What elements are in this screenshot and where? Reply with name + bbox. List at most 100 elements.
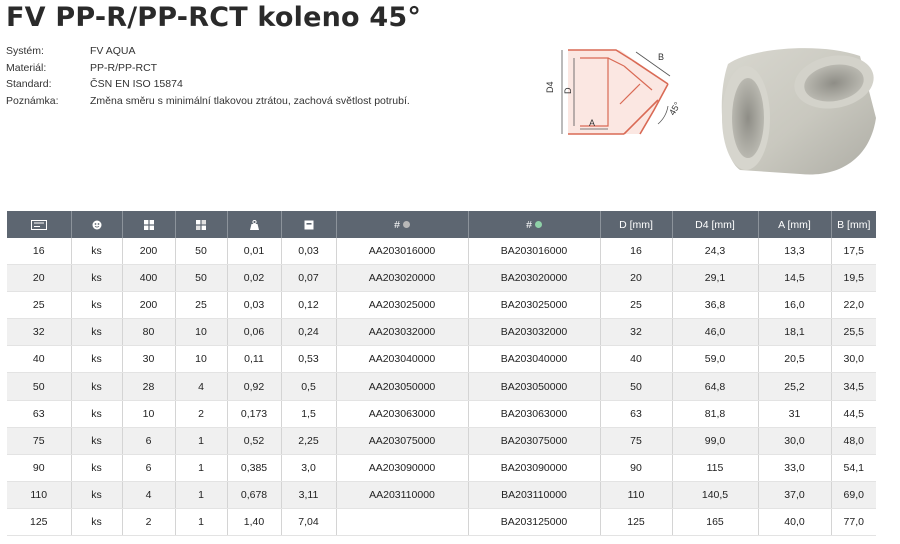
cell-code-grey: AA203020000	[336, 264, 469, 293]
spec-value: ČSN EN ISO 15874	[90, 78, 183, 90]
cell-package-qty: 30	[122, 345, 176, 374]
cell-dimension: 20	[7, 264, 72, 293]
cell-unit: ks	[71, 508, 123, 537]
header-weight	[227, 211, 282, 238]
spec-row-material: Materiál: PP-R/PP-RCT	[6, 60, 410, 77]
carton-icon	[196, 219, 206, 230]
cell-d-mm: 16	[600, 238, 673, 266]
header-b: B [mm]	[831, 211, 876, 238]
cell-package-qty: 28	[122, 372, 176, 401]
cell-code-green: BA203110000	[468, 481, 601, 509]
header-d4: D4 [mm]	[672, 211, 759, 238]
label-angle: 45°	[667, 100, 683, 117]
cell-d-mm: 20	[600, 264, 673, 293]
cell-carton-qty: 2	[175, 400, 228, 428]
b-dimension-line	[635, 51, 671, 77]
cell-code-green: BA203020000	[468, 264, 601, 293]
cell-dimension: 90	[7, 454, 72, 482]
header-code-grey: #	[336, 211, 469, 238]
cell-code-grey: AA203075000	[336, 427, 469, 455]
cell-carton-qty: 1	[175, 454, 228, 482]
cell-weight: 0,06	[227, 318, 282, 347]
cell-d-mm: 40	[600, 345, 673, 374]
cell-code-grey: AA203040000	[336, 345, 469, 374]
cell-a-mm: 30,0	[758, 427, 832, 455]
header-dimension	[7, 211, 72, 238]
cell-carton-qty: 4	[175, 372, 228, 401]
cell-code-green: BA203090000	[468, 454, 601, 482]
angle-arc	[657, 105, 669, 125]
cell-unit: ks	[71, 481, 123, 509]
cell-box-weight: 3,0	[281, 454, 337, 482]
header-package	[122, 211, 176, 238]
spec-label: Poznámka:	[6, 94, 59, 107]
header-code-green-label: #	[526, 218, 532, 231]
cell-code-green: BA203050000	[468, 372, 601, 401]
cell-code-grey	[336, 508, 469, 537]
cell-weight: 1,40	[227, 508, 282, 537]
cell-package-qty: 200	[122, 238, 176, 266]
cell-d-mm: 32	[600, 318, 673, 347]
cell-b-mm: 25,5	[831, 318, 876, 347]
cell-box-weight: 0,07	[281, 264, 337, 293]
cell-b-mm: 54,1	[831, 454, 876, 482]
cell-code-grey: AA203110000	[336, 481, 469, 509]
table-row: 75 ks 6 1 0,52 2,25 AA203075000 BA203075000 75 99…	[7, 427, 876, 455]
cell-code-grey: AA203025000	[336, 291, 469, 320]
cell-code-green: BA203016000	[468, 238, 601, 266]
cell-box-weight: 0,12	[281, 291, 337, 320]
cell-a-mm: 16,0	[758, 291, 832, 320]
grey-dot-icon	[402, 221, 410, 229]
spec-row-note: Poznámka: Změna směru s minimální tlakovo…	[6, 93, 410, 110]
product-photo	[721, 48, 876, 175]
cell-a-mm: 13,3	[758, 238, 832, 266]
cell-a-mm: 25,2	[758, 372, 832, 401]
cell-b-mm: 17,5	[831, 238, 876, 266]
cell-package-qty: 400	[122, 264, 176, 293]
cell-package-qty: 80	[122, 318, 176, 347]
cell-a-mm: 33,0	[758, 454, 832, 482]
cell-d4-mm: 140,5	[672, 481, 759, 509]
label-b: B	[658, 52, 664, 62]
cell-dimension: 63	[7, 400, 72, 428]
cell-b-mm: 34,5	[831, 372, 876, 401]
cell-box-weight: 0,24	[281, 318, 337, 347]
cell-carton-qty: 1	[175, 508, 228, 537]
spec-row-standard: Standard: ČSN EN ISO 15874	[6, 76, 410, 93]
cell-code-green: BA203032000	[468, 318, 601, 347]
cell-carton-qty: 50	[175, 264, 228, 293]
cell-d-mm: 90	[600, 454, 673, 482]
elbow-technical-drawing: D4 D A B 45°	[545, 49, 683, 135]
table-row: 110 ks 4 1 0,678 3,11 AA203110000 BA203110000 11…	[7, 481, 876, 509]
product-specs: Systém: FV AQUA Materiál: PP-R/PP-RCT Stan…	[6, 43, 410, 109]
label-a: A	[589, 118, 595, 128]
spec-value: FV AQUA	[90, 45, 136, 57]
cell-d-mm: 75	[600, 427, 673, 455]
cell-weight: 0,02	[227, 264, 282, 293]
header-a: A [mm]	[758, 211, 832, 238]
table-header-row: # # D [mm] D4 [mm] A [mm] B [mm]	[7, 211, 876, 238]
cell-code-green: BA203063000	[468, 400, 601, 428]
cell-b-mm: 22,0	[831, 291, 876, 320]
cell-code-green: BA203075000	[468, 427, 601, 455]
cell-carton-qty: 1	[175, 427, 228, 455]
pipe-dimension-icon	[30, 219, 47, 230]
page-title: FV PP-R/PP-RCT koleno 45°	[6, 2, 422, 33]
cell-d4-mm: 165	[672, 508, 759, 537]
cell-d4-mm: 59,0	[672, 345, 759, 374]
cell-b-mm: 44,5	[831, 400, 876, 428]
cell-unit: ks	[71, 238, 123, 266]
cell-d-mm: 110	[600, 481, 673, 509]
cell-unit: ks	[71, 291, 123, 320]
header-carton	[175, 211, 228, 238]
spec-label: Systém:	[6, 45, 44, 57]
box-icon	[304, 220, 313, 230]
cell-box-weight: 0,53	[281, 345, 337, 374]
cell-d4-mm: 64,8	[672, 372, 759, 401]
cell-b-mm: 30,0	[831, 345, 876, 374]
cell-weight: 0,678	[227, 481, 282, 509]
cell-unit: ks	[71, 372, 123, 401]
cell-unit: ks	[71, 318, 123, 347]
cell-a-mm: 14,5	[758, 264, 832, 293]
cell-dimension: 16	[7, 238, 72, 266]
